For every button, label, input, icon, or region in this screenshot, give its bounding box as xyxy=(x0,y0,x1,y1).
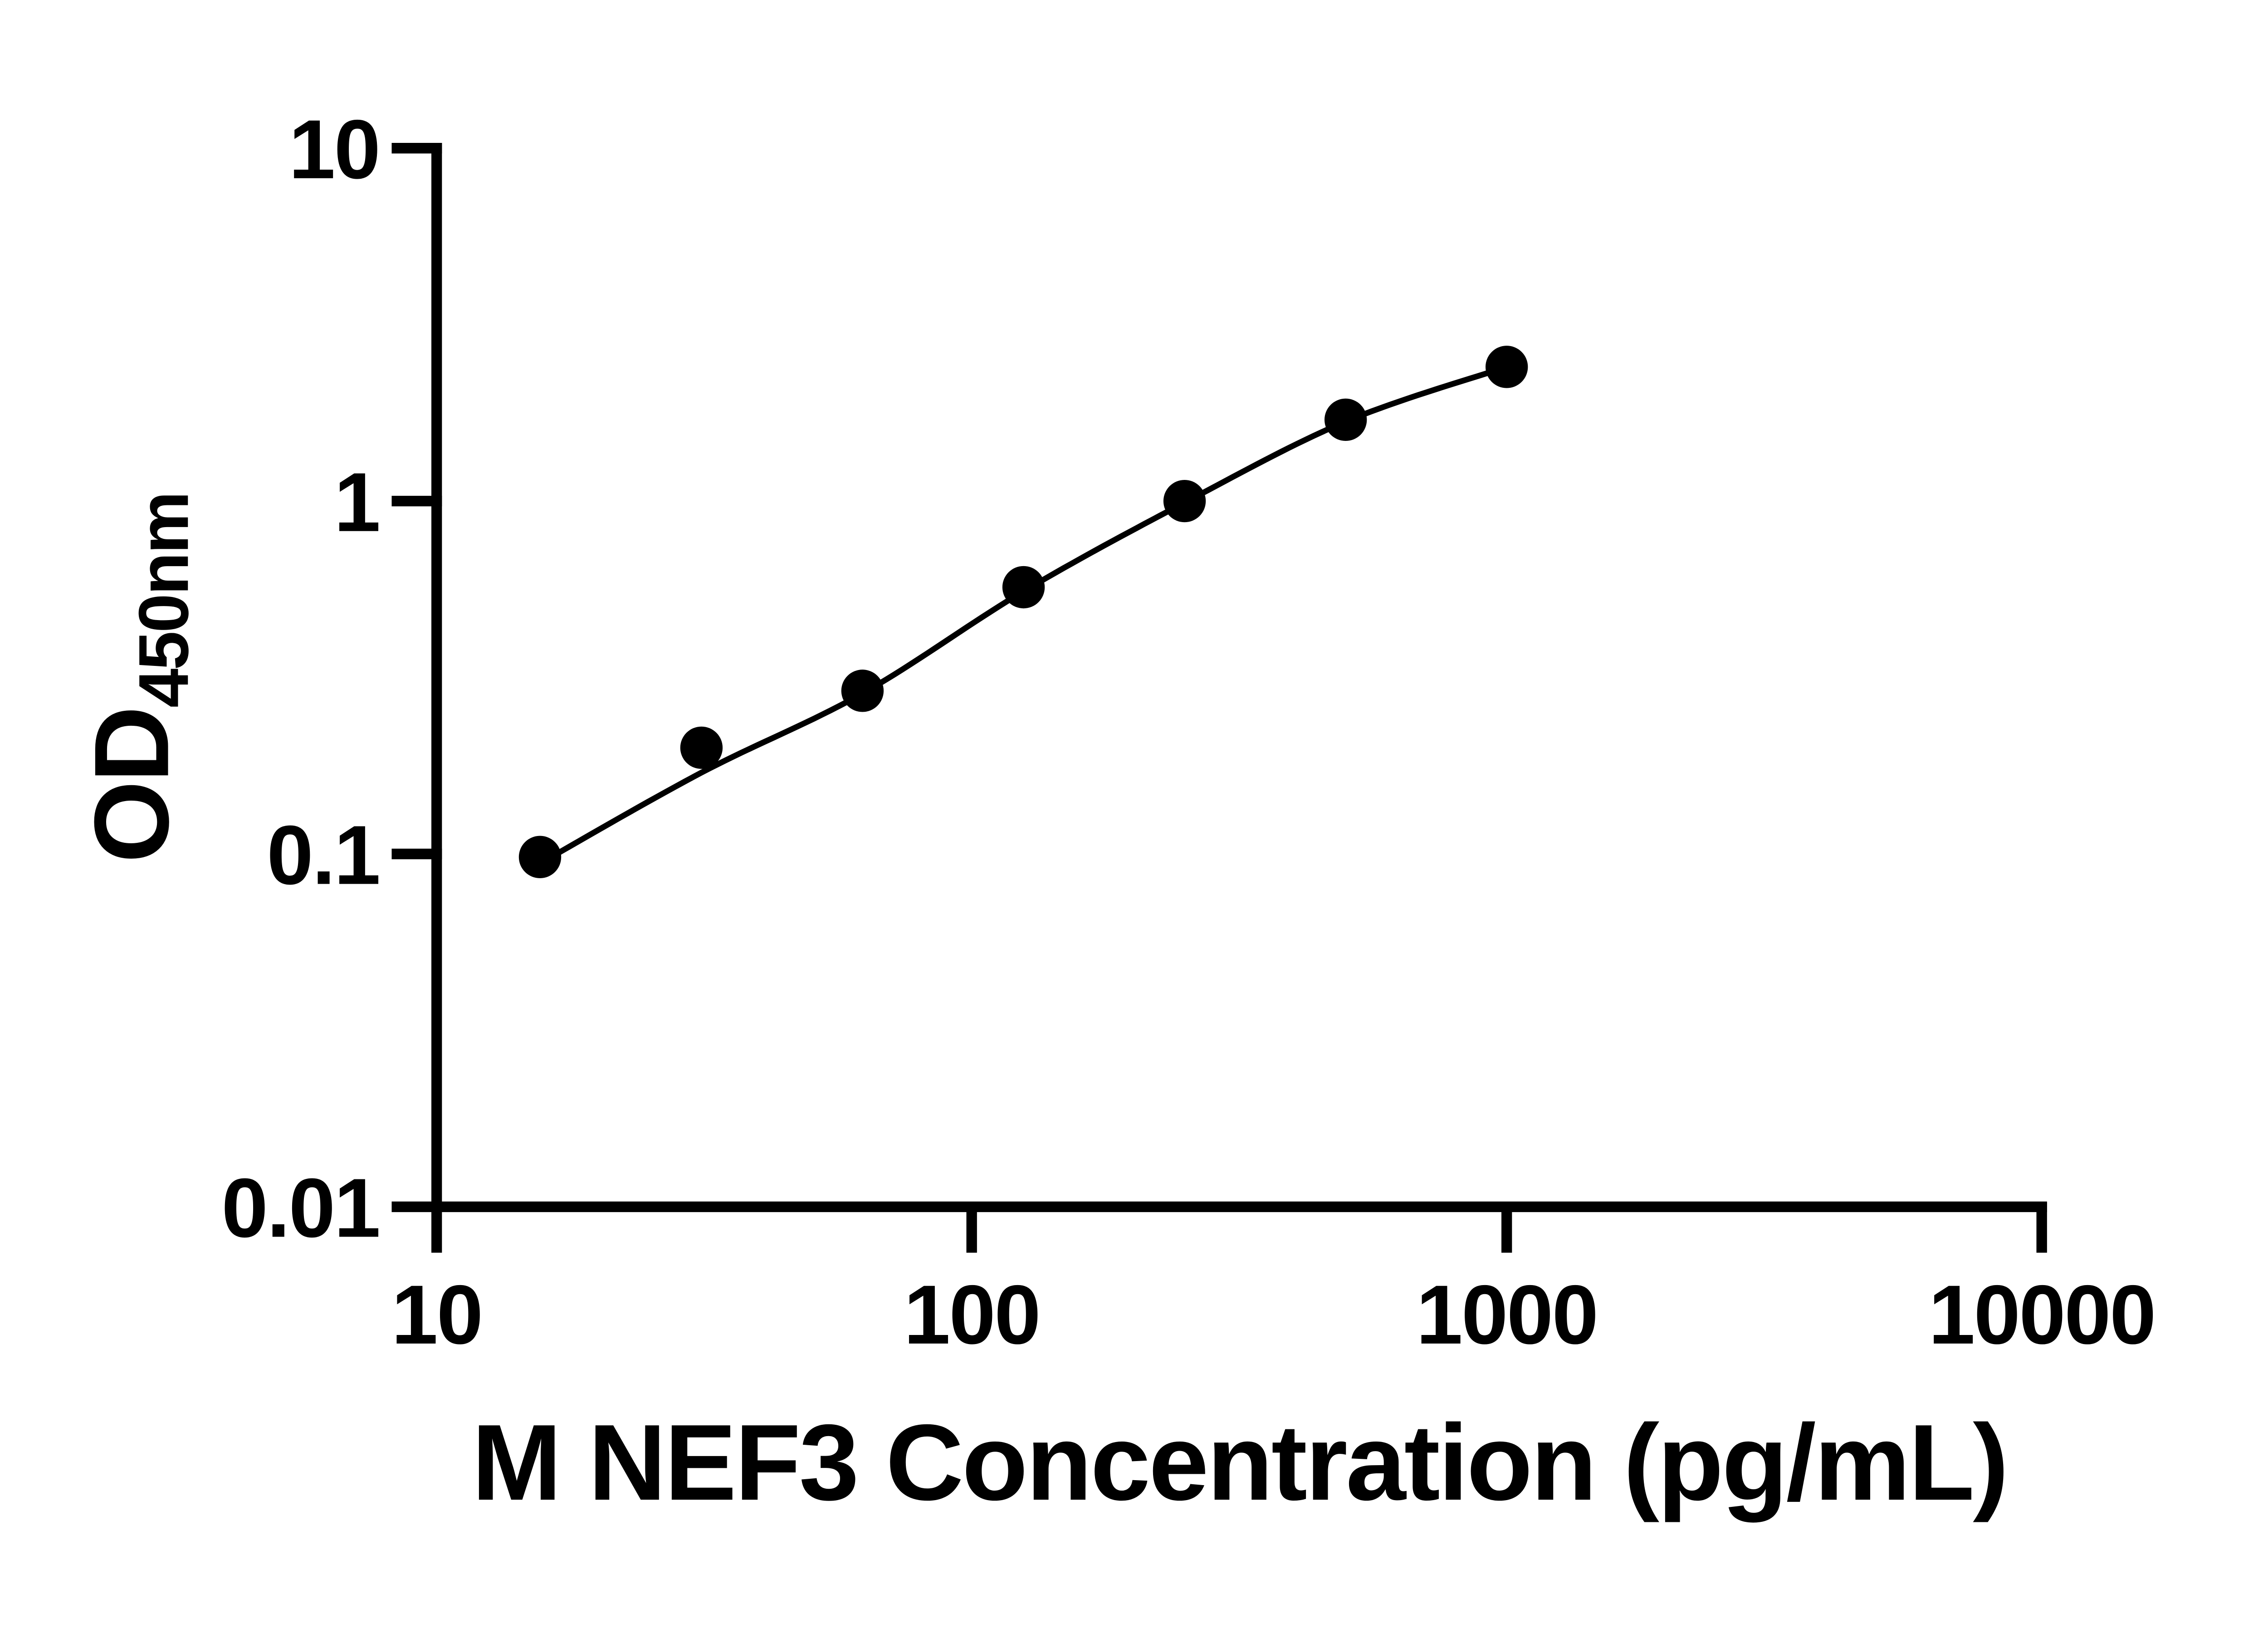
x-tick-label-10: 10 xyxy=(391,1268,482,1362)
data-point xyxy=(518,836,562,879)
data-point xyxy=(1485,346,1528,388)
data-points xyxy=(518,346,1528,879)
y-tick-label-0p1: 0.1 xyxy=(267,809,379,902)
y-tick-label-1: 1 xyxy=(334,456,379,549)
y-tick-label-10: 10 xyxy=(289,103,380,196)
y-tick-label-0p01: 0.01 xyxy=(221,1162,379,1255)
x-axis: 10 100 1000 10000 xyxy=(391,1201,2156,1362)
y-axis-title-main: OD xyxy=(73,708,191,863)
x-axis-title: M NEF3 Concentration (pg/mL) xyxy=(472,1402,2007,1523)
elisa-standard-curve-figure: 10 1 0.1 0.01 10 100 1000 10000 M NEF3 C… xyxy=(0,0,2268,1588)
standard-curve-chart: 10 1 0.1 0.01 10 100 1000 10000 M NEF3 C… xyxy=(0,0,2268,1588)
x-tick-label-100: 100 xyxy=(904,1268,1040,1362)
y-axis: 10 1 0.1 0.01 xyxy=(221,103,442,1255)
y-axis-title-subscript: 450nm xyxy=(124,493,203,708)
data-point xyxy=(1163,479,1206,523)
data-point xyxy=(841,670,884,712)
data-point xyxy=(1324,398,1367,441)
data-point xyxy=(1002,566,1045,609)
chart-background xyxy=(0,0,2268,1588)
data-point xyxy=(680,726,723,769)
x-tick-label-10000: 10000 xyxy=(1929,1268,2155,1362)
y-axis-title: OD450nm xyxy=(73,493,203,863)
x-tick-label-1000: 1000 xyxy=(1416,1268,1597,1362)
